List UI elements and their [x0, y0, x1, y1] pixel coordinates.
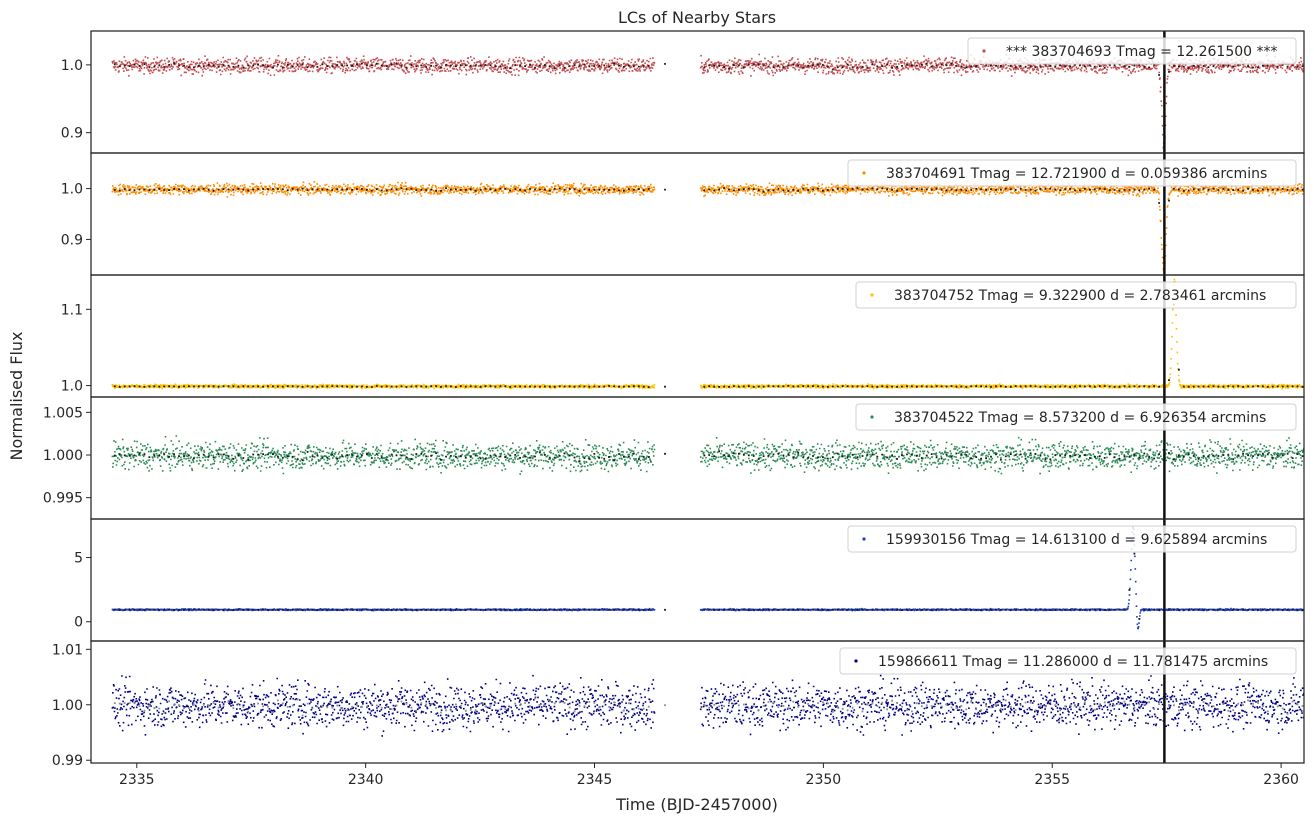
- panel-6-frame: [90, 640, 1305, 764]
- panel-1-legend-label: *** 383704693 Tmag = 12.261500 ***: [1006, 44, 1278, 60]
- panel-3: 1.0 1.1 383704752 Tmag = 9.322900 d = 2.78…: [61, 274, 1305, 398]
- panel-4-y-tick-label: 0.995: [43, 491, 83, 507]
- chart-title: LCs of Nearby Stars: [618, 8, 776, 27]
- panel-3-legend-box: [855, 281, 1297, 309]
- panel-3-legend: 383704752 Tmag = 9.322900 d = 2.783461 a…: [855, 281, 1297, 309]
- panel-4-legend-label: 383704522 Tmag = 8.573200 d = 6.926354 a…: [894, 410, 1266, 426]
- panel-4-y-tick-label: 1.000: [43, 448, 83, 464]
- panel-1-y-tick-label: 0.9: [61, 126, 83, 142]
- panel-1-legend: *** 383704693 Tmag = 12.261500 ***: [967, 37, 1297, 65]
- panel-6-data-points: [111, 674, 1304, 737]
- x-axis: 2335 2340 2345 2350 2355 2360: [119, 763, 1299, 788]
- panel-4-legend-marker: [870, 415, 874, 419]
- panel-2-y-tick-label: 0.9: [61, 232, 83, 248]
- panel-2-data-points: [111, 181, 1304, 272]
- x-tick-label: 2335: [119, 772, 155, 788]
- panel-2-legend-box: [847, 159, 1297, 187]
- x-axis-label: Time (BJD-2457000): [615, 795, 778, 814]
- panel-3-legend-label: 383704752 Tmag = 9.322900 d = 2.783461 a…: [894, 288, 1266, 304]
- panel-6-y-tick-label: 1.00: [52, 698, 83, 714]
- panel-2-y-tick-label: 1.0: [61, 182, 83, 198]
- panel-5-points: [111, 525, 1304, 630]
- panel-5-legend-box: [847, 525, 1297, 553]
- panel-1-legend-box: [967, 37, 1297, 65]
- y-axis-label: Normalised Flux: [7, 331, 26, 460]
- panel-2-points: [111, 181, 1304, 272]
- panel-6-points: [111, 674, 1304, 737]
- panels: 0.9 1.0 *** 383704693 Tmag = 12.261500 ***…: [43, 30, 1305, 769]
- panel-5-legend-marker: [862, 537, 866, 541]
- panel-2-binned-points: [113, 187, 1304, 259]
- panel-5-binned-points: [113, 552, 1304, 620]
- panel-5-y-tick-label: 5: [74, 551, 83, 567]
- panel-5-data-points: [111, 525, 1304, 630]
- panel-6-legend-marker: [854, 659, 858, 663]
- panel-1-legend-marker: [982, 49, 986, 53]
- x-tick-label: 2345: [577, 772, 613, 788]
- panel-6-binned-points: [113, 697, 1304, 717]
- panel-5-y-tick-label: 0: [74, 615, 83, 631]
- x-tick-label: 2340: [348, 772, 384, 788]
- panel-5-legend: 159930156 Tmag = 14.613100 d = 9.625894 …: [847, 525, 1297, 553]
- panel-1-data-points: [111, 53, 1304, 151]
- panel-4-y-tick-label: 1.005: [43, 405, 83, 421]
- panel-4-legend: 383704522 Tmag = 8.573200 d = 6.926354 a…: [855, 403, 1297, 431]
- panel-4-legend-box: [855, 403, 1297, 431]
- panel-6-legend: 159866611 Tmag = 11.286000 d = 11.781475…: [839, 647, 1297, 675]
- panel-5: 0 5 159930156 Tmag = 14.613100 d = 9.62589…: [74, 518, 1305, 642]
- panel-3-y-tick-label: 1.1: [61, 302, 83, 318]
- panel-3-y-tick-label: 1.0: [61, 379, 83, 395]
- x-tick-label: 2355: [1034, 772, 1070, 788]
- panel-2-legend: 383704691 Tmag = 12.721900 d = 0.059386 …: [847, 159, 1297, 187]
- panel-6: 0.99 1.00 1.01 159866611 Tmag = 11.286000 d…: [52, 640, 1305, 769]
- panel-2: 0.9 1.0 383704691 Tmag = 12.721900 d = 0.0…: [61, 152, 1305, 276]
- panel-1-y-tick-label: 1.0: [61, 58, 83, 74]
- panel-4: 0.995 1.000 1.005 383704522 Tmag = 8.573200…: [43, 396, 1305, 520]
- panel-6-legend-label: 159866611 Tmag = 11.286000 d = 11.781475…: [878, 654, 1268, 670]
- x-tick-label: 2350: [806, 772, 842, 788]
- panel-5-legend-label: 159930156 Tmag = 14.613100 d = 9.625894 …: [886, 532, 1267, 548]
- panel-4-binned-points: [113, 450, 1304, 463]
- panel-3-legend-marker: [870, 293, 874, 297]
- panel-4-data-points: [111, 435, 1304, 475]
- panel-1-binned-points: [113, 62, 1304, 130]
- panel-2-legend-marker: [862, 171, 866, 175]
- panel-4-points: [111, 435, 1304, 475]
- panel-6-y-tick-label: 1.01: [52, 642, 83, 658]
- panel-1-points: [111, 53, 1304, 151]
- panel-1: 0.9 1.0 *** 383704693 Tmag = 12.261500 ***: [61, 30, 1305, 154]
- x-tick-label: 2360: [1263, 772, 1299, 788]
- panel-2-legend-label: 383704691 Tmag = 12.721900 d = 0.059386 …: [886, 166, 1267, 182]
- panel-3-binned-points: [113, 303, 1304, 388]
- panel-6-y-tick-label: 0.99: [52, 753, 83, 769]
- panel-6-legend-box: [839, 647, 1297, 675]
